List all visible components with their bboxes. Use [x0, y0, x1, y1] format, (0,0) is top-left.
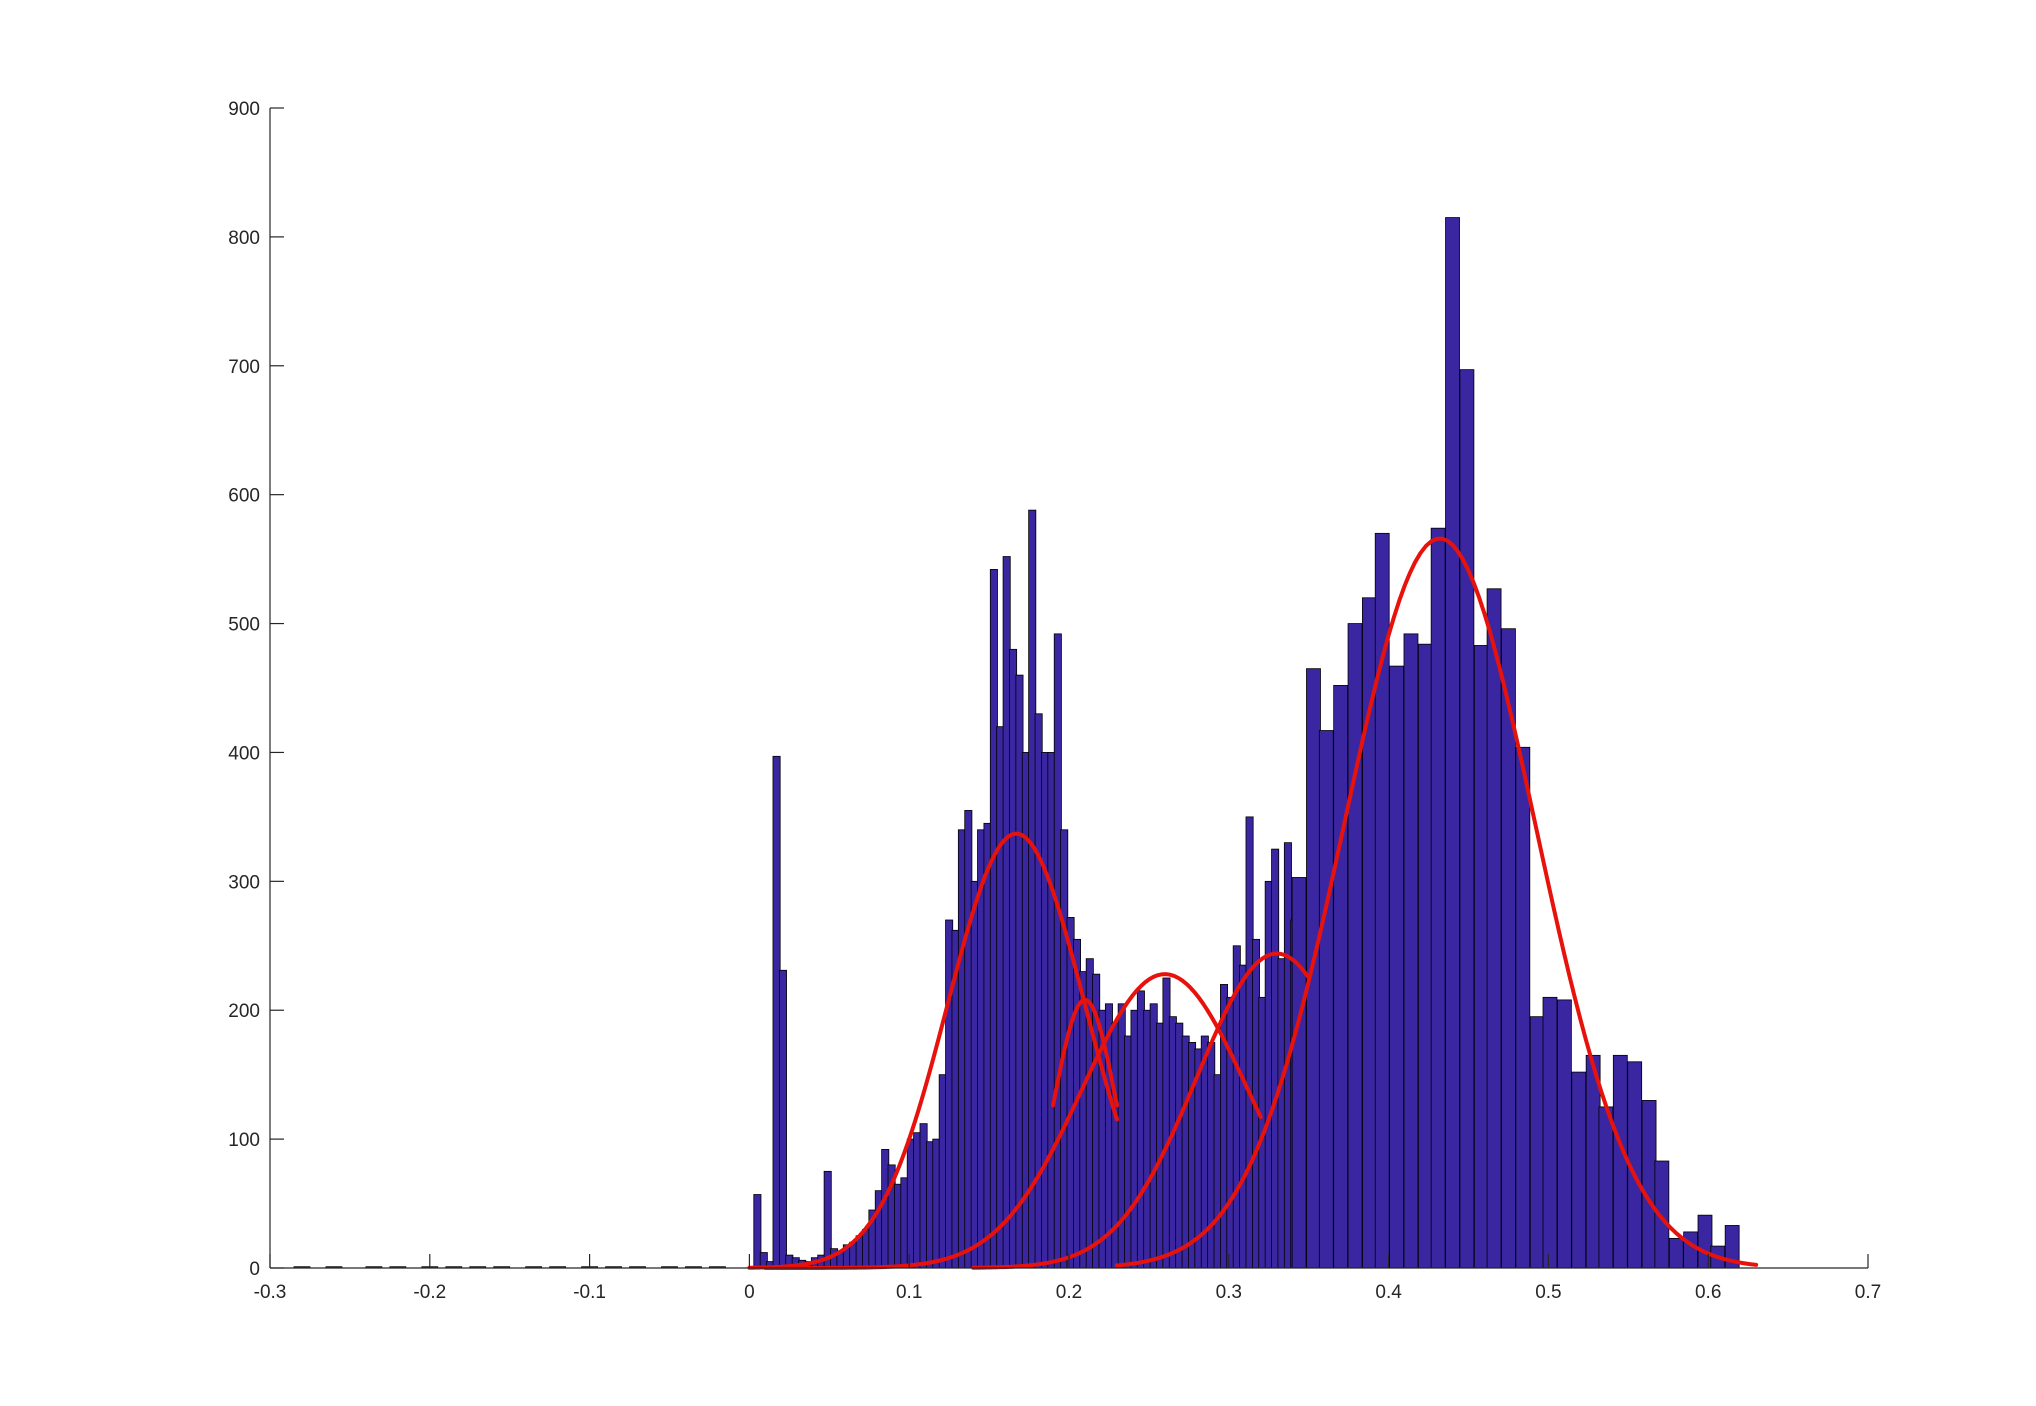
histogram-bar	[1403, 633, 1419, 1269]
histogram-bar	[1430, 527, 1446, 1269]
y-tick-label: 400	[228, 743, 260, 764]
histogram-bar	[778, 969, 787, 1269]
y-tick-label: 900	[228, 99, 260, 120]
histogram-bar	[1459, 369, 1475, 1269]
x-tick-label: 0.3	[1216, 1282, 1242, 1303]
histogram-bar	[1697, 1214, 1713, 1269]
histogram-bar	[1556, 999, 1572, 1269]
x-tick-label: -0.1	[573, 1282, 606, 1303]
y-tick-label: 0	[249, 1259, 260, 1280]
histogram-bar	[1291, 877, 1307, 1269]
x-tick-label: 0	[744, 1282, 755, 1303]
x-tick-label: -0.2	[413, 1282, 446, 1303]
y-tick-label: 100	[228, 1130, 260, 1151]
y-tick-label: 600	[228, 486, 260, 507]
histogram-bar	[1683, 1231, 1699, 1269]
histogram-bar	[1486, 588, 1502, 1269]
histogram-bar	[1389, 665, 1404, 1269]
fit-curve	[1114, 536, 1759, 1268]
fit-curve	[1051, 997, 1119, 1108]
histogram-bar	[1347, 623, 1363, 1269]
x-tick-label: 0.7	[1855, 1282, 1881, 1303]
histogram-bar	[1473, 645, 1489, 1269]
histogram-bar	[1529, 1016, 1545, 1269]
x-tick-label: 0.6	[1695, 1282, 1721, 1303]
x-tick-label: -0.3	[254, 1282, 287, 1303]
x-tick-label: 0.1	[896, 1282, 922, 1303]
histogram-bar	[1333, 685, 1349, 1269]
histogram-bar	[1571, 1071, 1587, 1269]
x-tick-label: 0.2	[1056, 1282, 1082, 1303]
histogram-bar	[1445, 217, 1460, 1269]
x-tick-label: 0.4	[1375, 1282, 1402, 1303]
histogram-bar	[1515, 746, 1531, 1269]
fit-curve	[747, 831, 1119, 1270]
y-tick-label: 700	[228, 357, 260, 378]
x-tick-label: 0.5	[1535, 1282, 1561, 1303]
histogram-bar	[1542, 996, 1558, 1269]
y-tick-label: 300	[228, 872, 260, 893]
histogram-bar	[1417, 643, 1433, 1269]
histogram-bar	[1641, 1100, 1657, 1269]
y-tick-label: 500	[228, 615, 260, 636]
histogram-bar	[1598, 1106, 1614, 1269]
y-tick-label: 200	[228, 1001, 260, 1022]
histogram-bar	[1318, 730, 1334, 1269]
axes: -0.3 -0.2 -0.1 0 0.1 0.2 0.3 0.4 0.5 0.6 0.7 0 100 20…	[228, 99, 1881, 1303]
histogram-bar	[1612, 1054, 1628, 1269]
histogram-bar	[1668, 1237, 1684, 1269]
fit-curve	[971, 951, 1311, 1270]
y-tick-label: 800	[228, 228, 260, 249]
